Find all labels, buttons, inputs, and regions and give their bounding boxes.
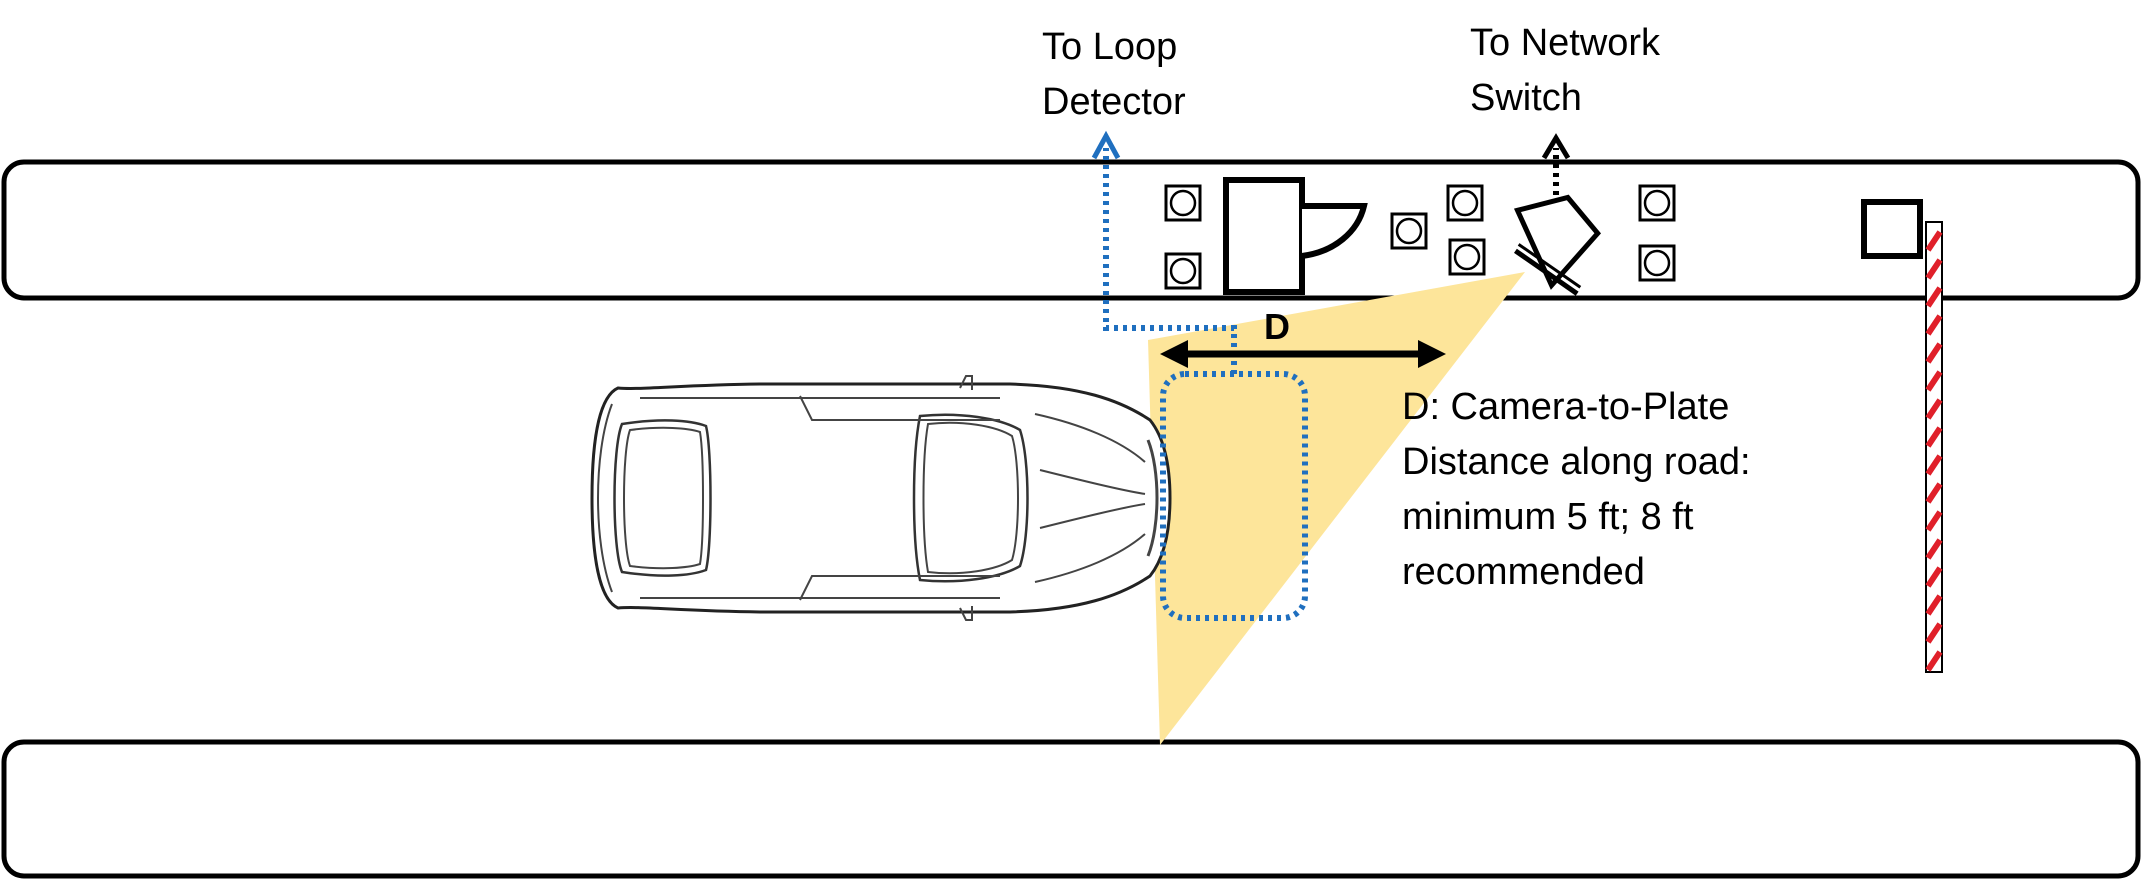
distance-note-line-2: Distance along road:: [1402, 441, 1751, 483]
network-switch-label: To Network Switch: [1470, 16, 1660, 126]
distance-note: D: Camera-to-Plate Distance along road: …: [1402, 380, 1751, 600]
network-switch-label-line-2: Switch: [1470, 77, 1582, 119]
distance-note-line-3: minimum 5 ft; 8 ft: [1402, 496, 1694, 538]
car-icon: [590, 375, 1172, 621]
loop-detector-label: To Loop Detector: [1042, 20, 1186, 130]
distance-marker-label: D: [1264, 306, 1290, 347]
kiosk-icon: [1223, 177, 1368, 295]
distance-arrow: [1160, 340, 1446, 368]
loop-detector-label-line-1: To Loop: [1042, 26, 1178, 68]
upper-island: [1, 159, 2141, 301]
barrier-stripes: [1925, 230, 1943, 672]
loop-arrowhead-icon: [1091, 130, 1121, 160]
distance-note-line-4: recommended: [1402, 551, 1645, 593]
lower-island: [1, 739, 2141, 879]
camera-icon: [1513, 194, 1602, 296]
camera-field-of-view: [1148, 272, 1525, 745]
barrier-gate-icon: [1861, 199, 1943, 673]
loop-detector-label-line-2: Detector: [1042, 81, 1186, 123]
network-switch-label-line-1: To Network: [1470, 22, 1661, 64]
bollard-icon: [1164, 184, 1676, 290]
barrier-stripe-pattern: [1925, 230, 1943, 672]
loop-wire-line: [1103, 148, 1237, 374]
distance-note-line-1: D: Camera-to-Plate: [1402, 386, 1730, 428]
network-arrowhead-icon: [1541, 133, 1571, 160]
